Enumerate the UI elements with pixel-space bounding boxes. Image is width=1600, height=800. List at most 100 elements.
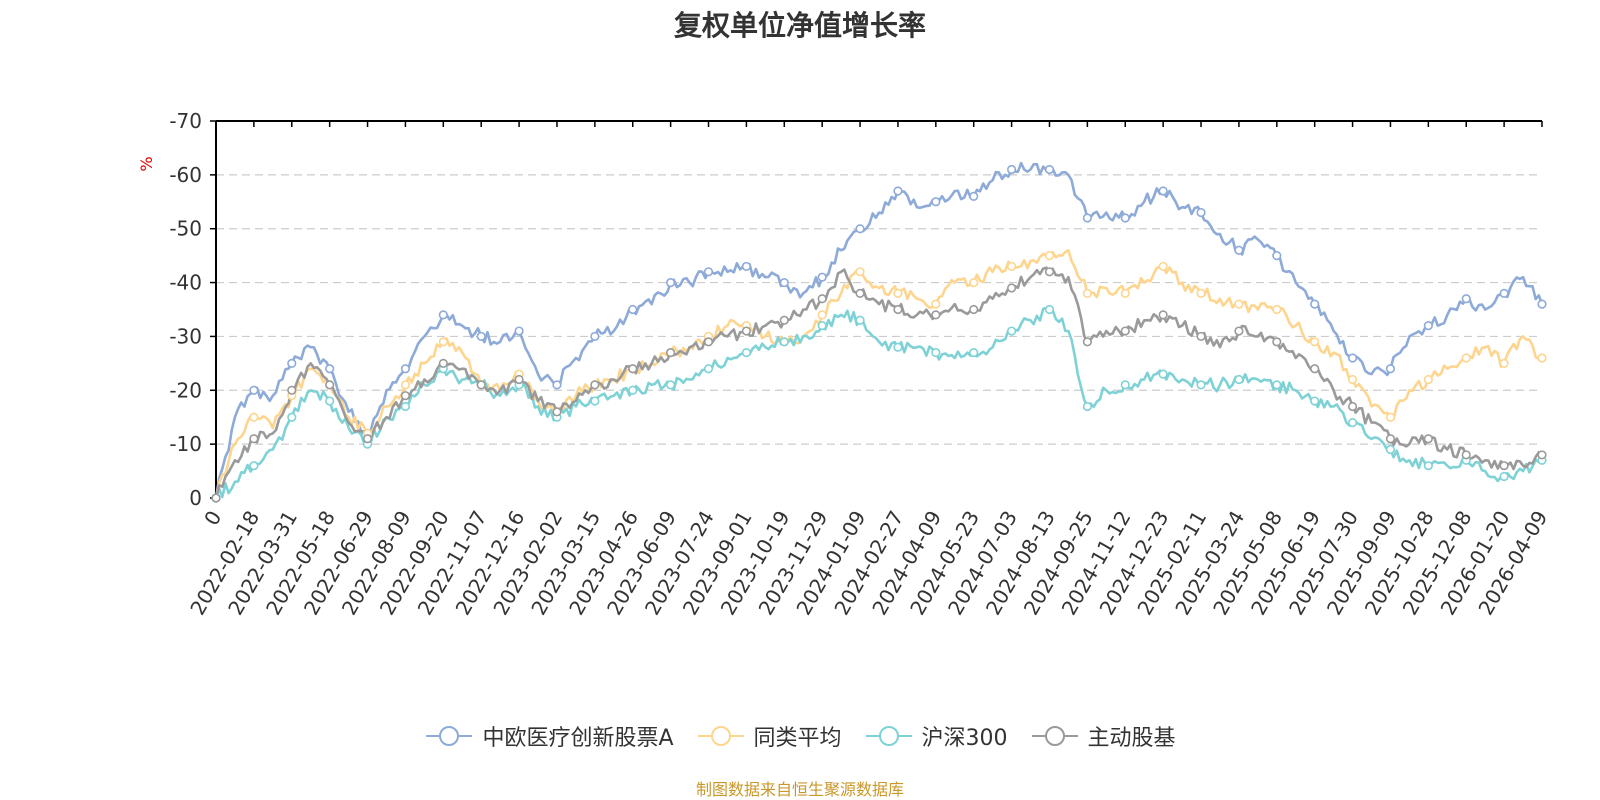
series-2-point-62 — [1385, 412, 1396, 422]
series-4-point-38 — [931, 310, 941, 320]
y-tick-label-7: -70 — [169, 109, 202, 133]
axes: 0-10-20-30-40-50-60-7002022-02-182022-03… — [169, 109, 1552, 619]
series-1-point-28 — [741, 261, 752, 272]
series-3-point-48 — [1120, 380, 1130, 390]
series-2-point-46 — [1082, 288, 1092, 298]
series-4-point-2 — [249, 434, 259, 444]
series-lines — [214, 161, 1544, 499]
series-2-point-58 — [1310, 337, 1320, 347]
y-tick-label-6: -60 — [169, 163, 202, 187]
series-1-point-66 — [1461, 294, 1471, 304]
series-markers — [211, 164, 1547, 503]
y-axis-unit-label: % — [137, 156, 156, 171]
series-4-point-66 — [1461, 450, 1471, 460]
series-2-point-68 — [1499, 358, 1509, 368]
series-4-point-24 — [666, 347, 676, 358]
series-3-point-52 — [1196, 380, 1206, 390]
series-2-point-44 — [1044, 251, 1055, 261]
x-tick-label-0: 0 — [199, 507, 226, 530]
series-4-point-6 — [325, 380, 335, 390]
series-3-point-32 — [817, 321, 827, 331]
series-2-point-40 — [969, 277, 979, 288]
series-4-point-14 — [476, 380, 486, 390]
series-4-point-46 — [1082, 337, 1092, 347]
series-1-point-6 — [325, 364, 335, 374]
series-2-point-36 — [893, 288, 903, 298]
series-2-point-54 — [1234, 299, 1244, 309]
data-source-note: 制图数据来自恒生聚源数据库 — [695, 780, 904, 799]
series-1-point-18 — [552, 380, 562, 390]
series-1-point-20 — [590, 331, 600, 342]
series-1-point-54 — [1234, 245, 1244, 255]
series-2-point-2 — [249, 412, 259, 422]
series-2-point-10 — [400, 380, 411, 390]
series-4-point-28 — [741, 326, 752, 336]
legend-marker-series-1 — [426, 726, 473, 746]
series-3-point-24 — [666, 380, 676, 390]
series-1-point-10 — [400, 364, 411, 374]
series-3-point-36 — [893, 342, 903, 352]
series-1-point-36 — [893, 186, 903, 196]
series-4-point-58 — [1310, 364, 1320, 374]
series-4-point-10 — [400, 391, 411, 401]
series-1-point-40 — [969, 191, 979, 201]
legend-label-series-1: 中欧医疗创新股票A — [482, 726, 674, 751]
series-1-point-48 — [1120, 213, 1130, 223]
legend-label-series-3: 沪深300 — [921, 726, 1008, 751]
series-4-point-8 — [362, 434, 373, 444]
series-1-point-38 — [931, 197, 941, 207]
series-4-point-4 — [287, 385, 297, 395]
series-3-point-22 — [628, 385, 638, 395]
series-2-point-52 — [1196, 288, 1206, 298]
series-3-point-64 — [1423, 461, 1433, 471]
series-1-point-46 — [1082, 213, 1092, 223]
series-4-point-60 — [1347, 401, 1358, 412]
series-3-point-54 — [1234, 374, 1244, 385]
series-1-point-30 — [779, 277, 789, 288]
series-4-point-18 — [552, 407, 562, 417]
legend-item-series-2[interactable]: 同类平均 — [696, 720, 842, 752]
chart-title: 复权单位净值增长率 — [673, 9, 926, 42]
series-2-point-12 — [438, 337, 448, 347]
series-4-point-64 — [1423, 434, 1433, 444]
series-4-point-32 — [817, 294, 827, 304]
series-3-point-26 — [703, 364, 714, 374]
series-1-point-2 — [249, 385, 259, 395]
series-2-point-60 — [1347, 374, 1358, 385]
series-line-2 — [214, 249, 1543, 499]
legend-marker-series-3 — [865, 726, 912, 746]
legend-item-series-3[interactable]: 沪深300 — [864, 720, 1008, 752]
series-4-point-36 — [893, 304, 903, 315]
series-4-point-42 — [1006, 283, 1017, 293]
series-3-point-50 — [1158, 369, 1168, 379]
legend-label-series-4: 主动股基 — [1087, 726, 1176, 751]
series-1-point-44 — [1044, 164, 1055, 175]
legend: 中欧医疗创新股票A 同类平均 沪深300 主动股基 — [0, 720, 1600, 752]
series-4-point-12 — [438, 358, 448, 368]
series-1-point-24 — [666, 277, 676, 288]
series-4-point-40 — [969, 304, 979, 315]
legend-item-series-4[interactable]: 主动股基 — [1030, 720, 1176, 752]
series-3-point-56 — [1272, 380, 1282, 390]
series-4-point-44 — [1044, 267, 1055, 277]
series-1-point-16 — [514, 326, 524, 336]
series-2-point-66 — [1461, 353, 1471, 363]
series-3-point-34 — [855, 315, 865, 325]
series-1-point-26 — [703, 267, 714, 277]
legend-marker-series-2 — [697, 726, 744, 746]
series-4-point-68 — [1499, 461, 1509, 471]
series-3-point-20 — [590, 396, 600, 406]
y-tick-label-3: -30 — [169, 324, 202, 348]
series-1-point-32 — [817, 272, 827, 282]
series-4-point-20 — [590, 380, 600, 390]
series-4-point-48 — [1120, 326, 1130, 336]
legend-marker-series-4 — [1031, 726, 1078, 746]
series-3-point-28 — [741, 347, 752, 358]
series-3-point-62 — [1385, 444, 1396, 455]
series-1-point-50 — [1158, 186, 1168, 196]
series-3-point-42 — [1006, 326, 1017, 336]
series-2-point-32 — [817, 310, 827, 320]
series-3-point-68 — [1499, 471, 1509, 482]
legend-item-series-1[interactable]: 中欧医疗创新股票A — [424, 720, 674, 752]
y-tick-label-4: -40 — [169, 271, 202, 295]
